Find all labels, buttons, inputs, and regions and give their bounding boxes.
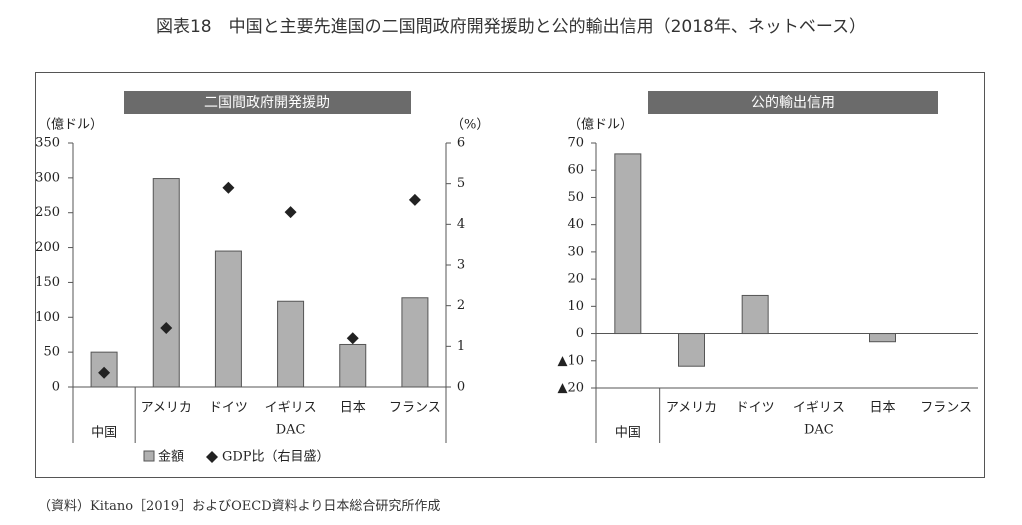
chart2-y-tick-label: 30 bbox=[567, 244, 584, 259]
chart1-y-tick-label: 100 bbox=[36, 310, 60, 325]
chart2-y-tick-label: ▲20 bbox=[557, 381, 584, 396]
chart2-y-unit-label: （億ドル） bbox=[568, 117, 633, 133]
chart1-category-label: フランス bbox=[389, 401, 441, 416]
chart1-bar bbox=[339, 343, 367, 388]
chart1-bar bbox=[277, 300, 305, 388]
chart2-group-label: DAC bbox=[804, 423, 834, 438]
chart1-y2-tick-label: 0 bbox=[457, 380, 465, 395]
chart1-group-label: DAC bbox=[276, 423, 306, 438]
chart2-y-tick-label: 10 bbox=[567, 299, 584, 314]
chart1-y2-tick-label: 5 bbox=[457, 176, 465, 191]
chart2-category-label: ドイツ bbox=[736, 401, 775, 416]
chart1-title: 二国間政府開発援助 bbox=[204, 95, 330, 111]
chart1-bar bbox=[152, 178, 180, 388]
chart1-category-label: イギリス bbox=[265, 401, 317, 416]
chart2-y-tick-label: 70 bbox=[567, 136, 584, 151]
chart1-category-label: ドイツ bbox=[209, 401, 248, 416]
chart1-gdp-marker bbox=[160, 322, 173, 335]
chart2-y-tick-label: 60 bbox=[567, 163, 584, 178]
chart1-y-tick-label: 150 bbox=[36, 275, 60, 290]
chart1-gdp-marker bbox=[346, 332, 359, 345]
chart1-legend-marker-label: GDP比（右目盛） bbox=[222, 450, 330, 465]
chart1-legend-bar-label: 金額 bbox=[158, 449, 184, 465]
chart1-gdp-marker bbox=[284, 206, 297, 219]
chart1-legend-bar-swatch bbox=[143, 450, 155, 462]
chart1-y2-tick-label: 3 bbox=[457, 258, 465, 273]
main-title: 図表18 中国と主要先進国の二国間政府開発援助と公的輸出信用（2018年、ネット… bbox=[155, 17, 867, 37]
chart2-category-label: 日本 bbox=[869, 401, 895, 416]
chart2-bar bbox=[869, 333, 896, 343]
source-note: （資料）Kitano［2019］およびOECD資料より日本総合研究所作成 bbox=[38, 499, 441, 514]
chart1-y2-tick-label: 2 bbox=[457, 298, 465, 313]
chart2-category-label: イギリス bbox=[793, 401, 845, 416]
chart2-y-tick-label: 40 bbox=[567, 217, 584, 232]
chart1-y2-tick-label: 6 bbox=[457, 136, 465, 151]
chart1-y-tick-label: 300 bbox=[36, 170, 60, 185]
chart1-bar bbox=[214, 250, 242, 388]
chart2-y-tick-label: 0 bbox=[576, 326, 584, 341]
chart1-gdp-marker bbox=[222, 181, 235, 194]
chart2-category-label: 中国 bbox=[615, 426, 641, 441]
chart1-y-tick-label: 250 bbox=[36, 205, 60, 220]
chart1-legend-marker-swatch bbox=[206, 451, 218, 463]
chart2-y-tick-label: ▲10 bbox=[557, 353, 584, 368]
chart1-category-label: 中国 bbox=[91, 426, 117, 441]
chart1-category-label: アメリカ bbox=[141, 401, 192, 416]
chart1-gdp-marker bbox=[98, 366, 111, 379]
chart2-y-tick-label: 50 bbox=[567, 190, 584, 205]
chart1-y-tick-label: 350 bbox=[36, 136, 60, 151]
chart2-category-label: フランス bbox=[920, 401, 972, 416]
chart-canvas: 二国間政府開発援助（億ドル） （%）05010015020025030035001… bbox=[36, 91, 978, 465]
chart1-y-unit-label: （億ドル） bbox=[38, 117, 103, 133]
chart1-category-label: 日本 bbox=[340, 401, 366, 416]
chart2-y-tick-label: 20 bbox=[567, 272, 584, 287]
chart1-y-tick-label: 200 bbox=[36, 240, 60, 255]
chart2-category-label: アメリカ bbox=[666, 401, 717, 416]
chart2-bar bbox=[614, 153, 642, 335]
chart1-y-tick-label: 50 bbox=[43, 345, 60, 360]
chart1-y-tick-label: 0 bbox=[52, 380, 60, 395]
figure-frame: 二国間政府開発援助 （億ドル） （%） 0 50 100 150 200 250 300 350 0 1… bbox=[35, 72, 985, 478]
chart2-bar bbox=[741, 294, 769, 335]
chart2-bar bbox=[678, 333, 705, 367]
chart1-y2-tick-label: 4 bbox=[457, 217, 465, 232]
chart1-bar bbox=[401, 297, 429, 388]
chart2-header-bg bbox=[648, 91, 938, 114]
chart2-title: 公的輸出信用 bbox=[751, 95, 835, 111]
chart1-y2-tick-label: 1 bbox=[457, 339, 465, 354]
chart1-header-bg bbox=[124, 91, 411, 114]
chart1-gdp-marker bbox=[408, 193, 421, 206]
chart1-y2-unit-label: （%） bbox=[451, 118, 489, 133]
